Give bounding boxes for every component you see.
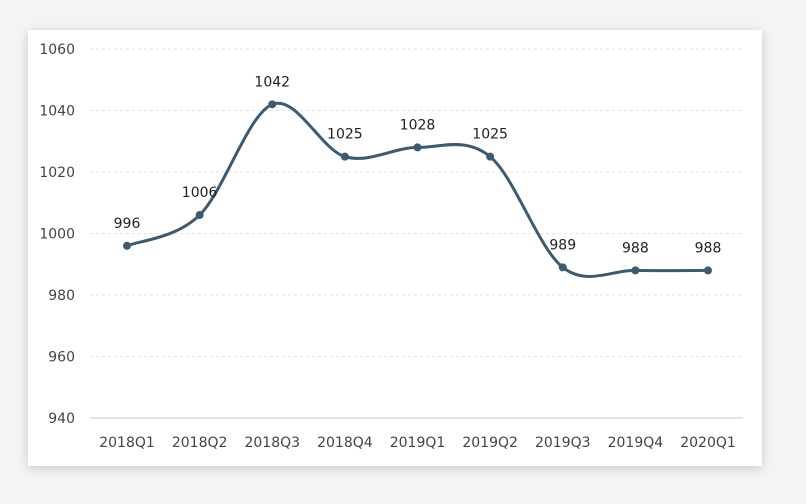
x-tick-label: 2020Q1 [680,435,736,451]
y-tick-label: 1040 [39,104,75,120]
gridlines [90,48,743,357]
x-tick-label: 2018Q3 [244,435,300,451]
data-label: 988 [695,240,722,256]
x-tick-label: 2019Q4 [608,435,664,451]
data-point [631,266,640,275]
data-point [340,152,349,161]
y-tick-label: 1000 [39,227,75,243]
data-label: 988 [622,240,649,256]
y-tick-label: 1020 [39,165,75,181]
data-label: 1006 [182,185,218,201]
data-point [704,266,712,275]
data-label: 1025 [327,127,363,143]
data-labels: 996 1006 1042 1025 1028 1025 989 988 988 [114,74,722,256]
y-tick-label: 940 [48,411,75,427]
data-points [123,100,712,275]
data-label: 989 [549,237,576,253]
chart-card [28,30,762,466]
x-tick-label: 2018Q4 [317,435,373,451]
x-tick-label: 2018Q2 [172,435,228,451]
data-label: 996 [114,216,141,232]
data-point [486,152,495,161]
x-tick-label: 2019Q1 [390,435,446,451]
data-point [413,143,422,152]
y-tick-label: 980 [48,288,75,304]
y-tick-label: 960 [48,350,75,366]
data-point [558,263,567,272]
data-point [268,100,277,109]
y-axis-ticks: 940 960 980 1000 1020 1040 1060 [39,42,75,427]
data-point [123,241,131,250]
x-axis-ticks: 2018Q1 2018Q2 2018Q3 2018Q4 2019Q1 2019Q2 2019… [99,435,736,451]
x-tick-label: 2019Q3 [535,435,591,451]
y-tick-label: 1060 [39,42,75,58]
data-label: 1042 [254,74,290,90]
x-tick-label: 2018Q1 [99,435,155,451]
data-label: 1028 [400,117,436,133]
data-label: 1025 [472,127,508,143]
data-point [195,211,204,220]
x-tick-label: 2019Q2 [462,435,518,451]
